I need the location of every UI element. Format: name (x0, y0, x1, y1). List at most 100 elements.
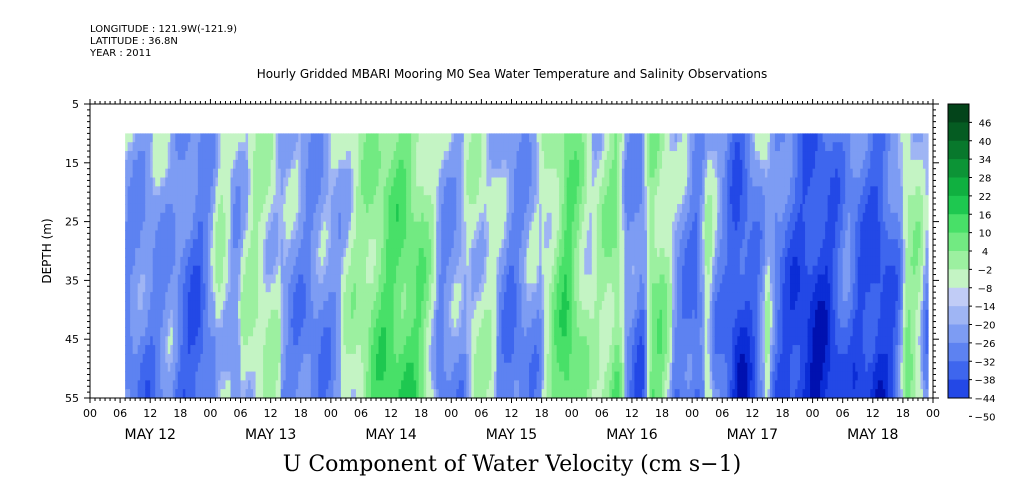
heatmap-cell (197, 265, 201, 276)
heatmap-cell (406, 256, 410, 267)
heatmap-cell (308, 212, 312, 223)
heatmap-cell (403, 151, 407, 161)
heatmap-cell (220, 274, 224, 284)
heatmap-cell (318, 256, 322, 267)
heatmap-cell (421, 309, 425, 320)
heatmap-cell (348, 177, 352, 187)
heatmap-cell (365, 239, 370, 249)
heatmap-cell (438, 371, 442, 381)
heatmap-cell (406, 212, 410, 223)
heatmap-cell (293, 274, 297, 284)
heatmap-cell (340, 186, 344, 196)
heatmap-cell (441, 300, 445, 311)
heatmap-cell (373, 177, 377, 187)
heatmap-cell (157, 151, 161, 161)
heatmap-cell (343, 371, 347, 381)
heatmap-cell (172, 309, 176, 320)
heatmap-cell (187, 327, 191, 337)
heatmap-cell (190, 239, 194, 249)
heatmap-cell (238, 177, 242, 187)
heatmap-cell (222, 168, 227, 179)
heatmap-cell (376, 292, 380, 302)
heatmap-cell (243, 336, 247, 346)
heatmap-cell (190, 151, 194, 161)
heatmap-cell (386, 300, 390, 311)
heatmap-cell (355, 292, 360, 302)
heatmap-cell (130, 159, 134, 170)
heatmap-cell (263, 389, 267, 399)
heatmap-cell (283, 230, 287, 240)
heatmap-cell (202, 142, 207, 152)
heatmap-cell (238, 186, 242, 196)
heatmap-cell (403, 168, 407, 179)
heatmap-cell (345, 318, 350, 329)
heatmap-cell (398, 389, 402, 399)
heatmap-cell (147, 389, 151, 399)
heatmap-cell (376, 353, 380, 364)
heatmap-cell (230, 371, 234, 381)
heatmap-cell (338, 274, 342, 284)
heatmap-cell (268, 327, 272, 337)
heatmap-cell (230, 353, 234, 364)
heatmap-cell (416, 380, 420, 390)
heatmap-cell (300, 168, 304, 179)
heatmap-cell (238, 239, 242, 249)
heatmap-cell (456, 292, 460, 302)
heatmap-cell (320, 133, 324, 143)
heatmap-cell (295, 327, 299, 337)
heatmap-cell (222, 133, 227, 143)
heatmap-cell (147, 265, 151, 276)
heatmap-cell (180, 371, 184, 381)
heatmap-cell (127, 353, 131, 364)
heatmap-cell (167, 186, 171, 196)
heatmap-cell (157, 239, 161, 249)
heatmap-cell (280, 239, 284, 249)
heatmap-cell (363, 389, 367, 399)
heatmap-cell (315, 248, 319, 258)
heatmap-cell (360, 239, 365, 249)
heatmap-cell (217, 265, 222, 276)
heatmap-cell (145, 371, 149, 381)
heatmap-cell (210, 380, 214, 390)
heatmap-cell (253, 318, 257, 329)
heatmap-cell (446, 221, 450, 232)
heatmap-cell (280, 283, 284, 293)
heatmap-cell (125, 327, 129, 337)
heatmap-cell (378, 159, 382, 170)
heatmap-cell (233, 230, 237, 240)
heatmap-cell (373, 142, 377, 152)
heatmap-cell (383, 256, 387, 267)
heatmap-cell (202, 177, 207, 187)
heatmap-cell (273, 345, 277, 355)
heatmap-cell (391, 186, 395, 196)
heatmap-cell (433, 336, 437, 346)
heatmap-cell (338, 159, 342, 170)
heatmap-cell (446, 159, 450, 170)
heatmap-cell (436, 186, 440, 196)
heatmap-cell (288, 133, 292, 143)
heatmap-cell (355, 186, 360, 196)
heatmap-cell (190, 371, 194, 381)
heatmap-cell (180, 336, 184, 346)
heatmap-cell (328, 336, 332, 346)
heatmap-cell (197, 203, 201, 214)
heatmap-cell (365, 195, 370, 205)
heatmap-cell (315, 177, 319, 187)
heatmap-cell (386, 362, 390, 373)
heatmap-cell (125, 345, 129, 355)
heatmap-cell (152, 212, 156, 223)
heatmap-cell (177, 300, 181, 311)
heatmap-cell (155, 318, 159, 329)
heatmap-cell (212, 336, 217, 346)
heatmap-cell (360, 203, 365, 214)
heatmap-cell (132, 177, 136, 187)
heatmap-cell (200, 362, 204, 373)
heatmap-cell (335, 353, 339, 364)
heatmap-cell (426, 274, 430, 284)
heatmap-cell (303, 221, 307, 232)
heatmap-cell (260, 300, 264, 311)
heatmap-cell (245, 256, 249, 267)
heatmap-cell (135, 230, 139, 240)
heatmap-cell (426, 239, 430, 249)
heatmap-cell (132, 239, 136, 249)
